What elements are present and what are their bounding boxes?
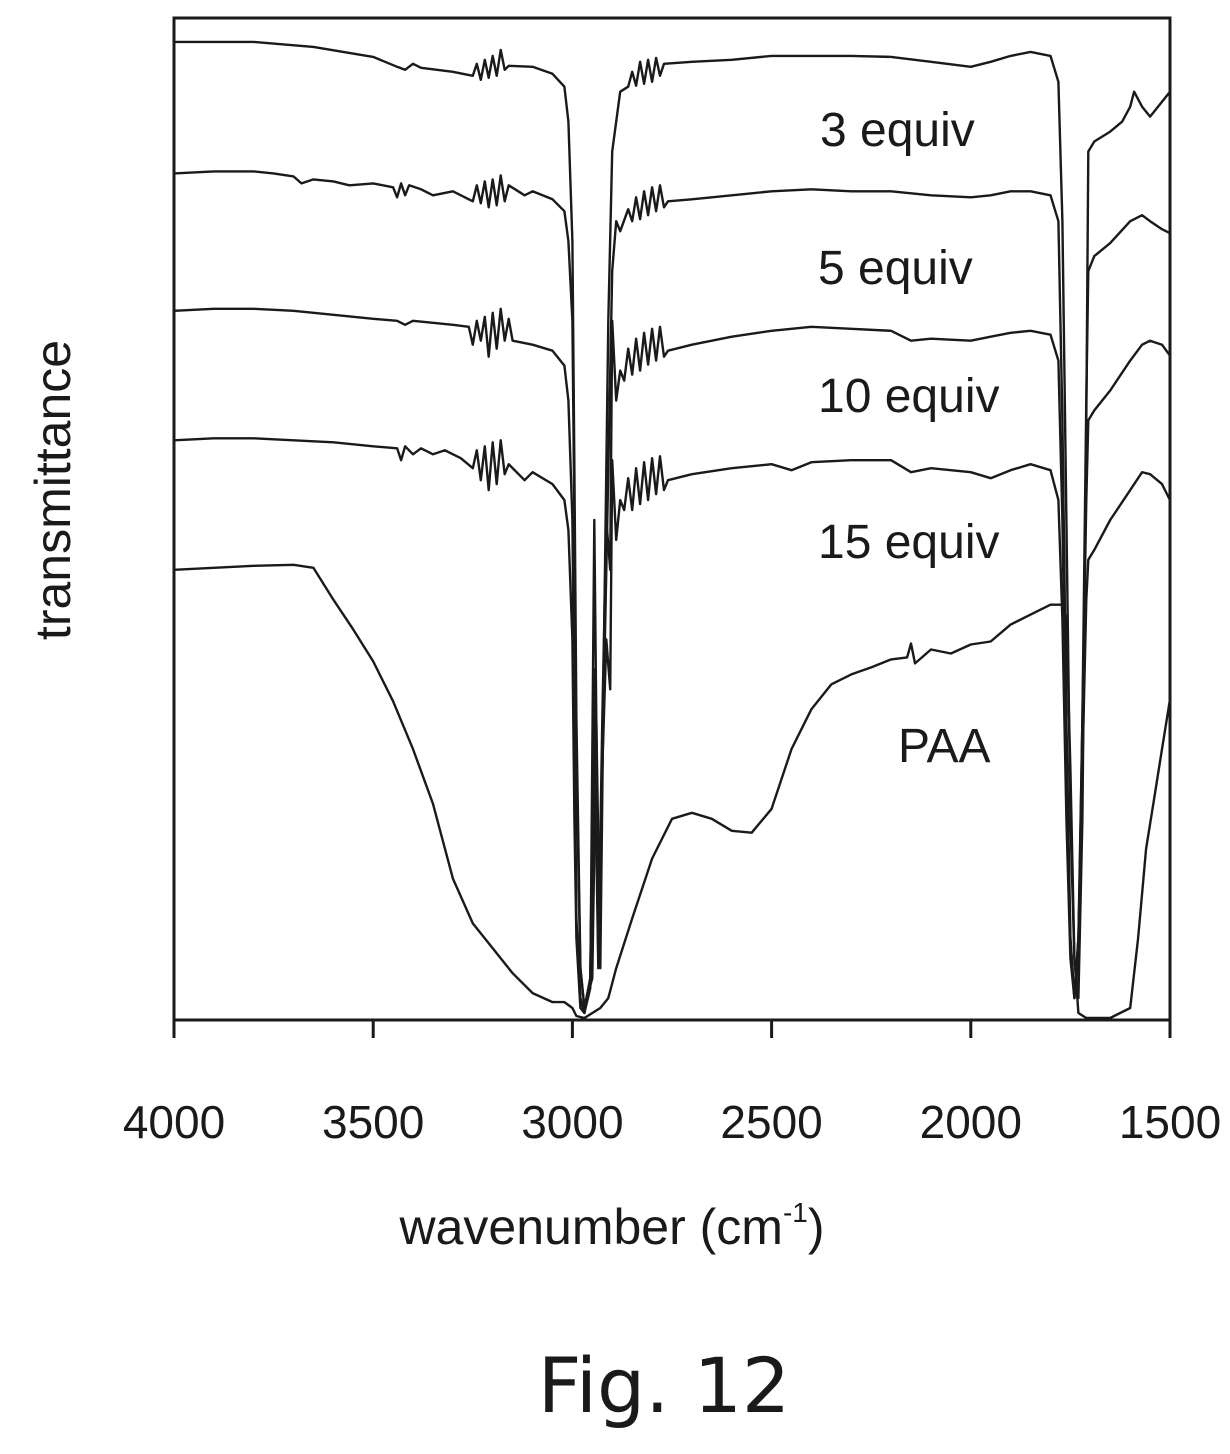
- x-axis-label-close: ): [808, 1199, 825, 1255]
- series-group: [173, 40, 1172, 1020]
- x-axis-label-superscript: -1: [783, 1197, 808, 1228]
- y-axis-label: transmittance: [25, 340, 81, 640]
- series-label-5-equiv: 5 equiv: [818, 242, 973, 295]
- series-label-3-equiv: 3 equiv: [820, 104, 975, 157]
- plot-frame: [172, 16, 1172, 1022]
- series-label-10-equiv: 10 equiv: [818, 370, 999, 423]
- x-axis-ticks: 4000 3500 3000 2500 2000 1500: [123, 1020, 1221, 1148]
- x-tick-label: 2000: [920, 1096, 1022, 1148]
- series-label-15-equiv: 15 equiv: [818, 516, 999, 569]
- series-label-paa: PAA: [898, 720, 990, 773]
- x-axis-label-main: wavenumber (cm: [398, 1199, 782, 1255]
- x-tick-label: 2500: [720, 1096, 822, 1148]
- figure-caption: Fig. 12: [538, 1341, 791, 1430]
- series-line-5-equiv: [173, 170, 1171, 1010]
- series-line-paa: [173, 563, 1172, 1020]
- series-line-15-equiv: [173, 437, 1172, 1015]
- x-tick-label: 1500: [1119, 1096, 1221, 1148]
- x-axis-label: wavenumber (cm-1): [398, 1197, 824, 1255]
- x-tick-label: 3000: [521, 1096, 623, 1148]
- series-line-3-equiv: [174, 40, 1171, 1010]
- x-tick-label: 4000: [123, 1096, 225, 1148]
- x-tick-label: 3500: [322, 1096, 424, 1148]
- series-line-10-equiv: [173, 307, 1171, 1015]
